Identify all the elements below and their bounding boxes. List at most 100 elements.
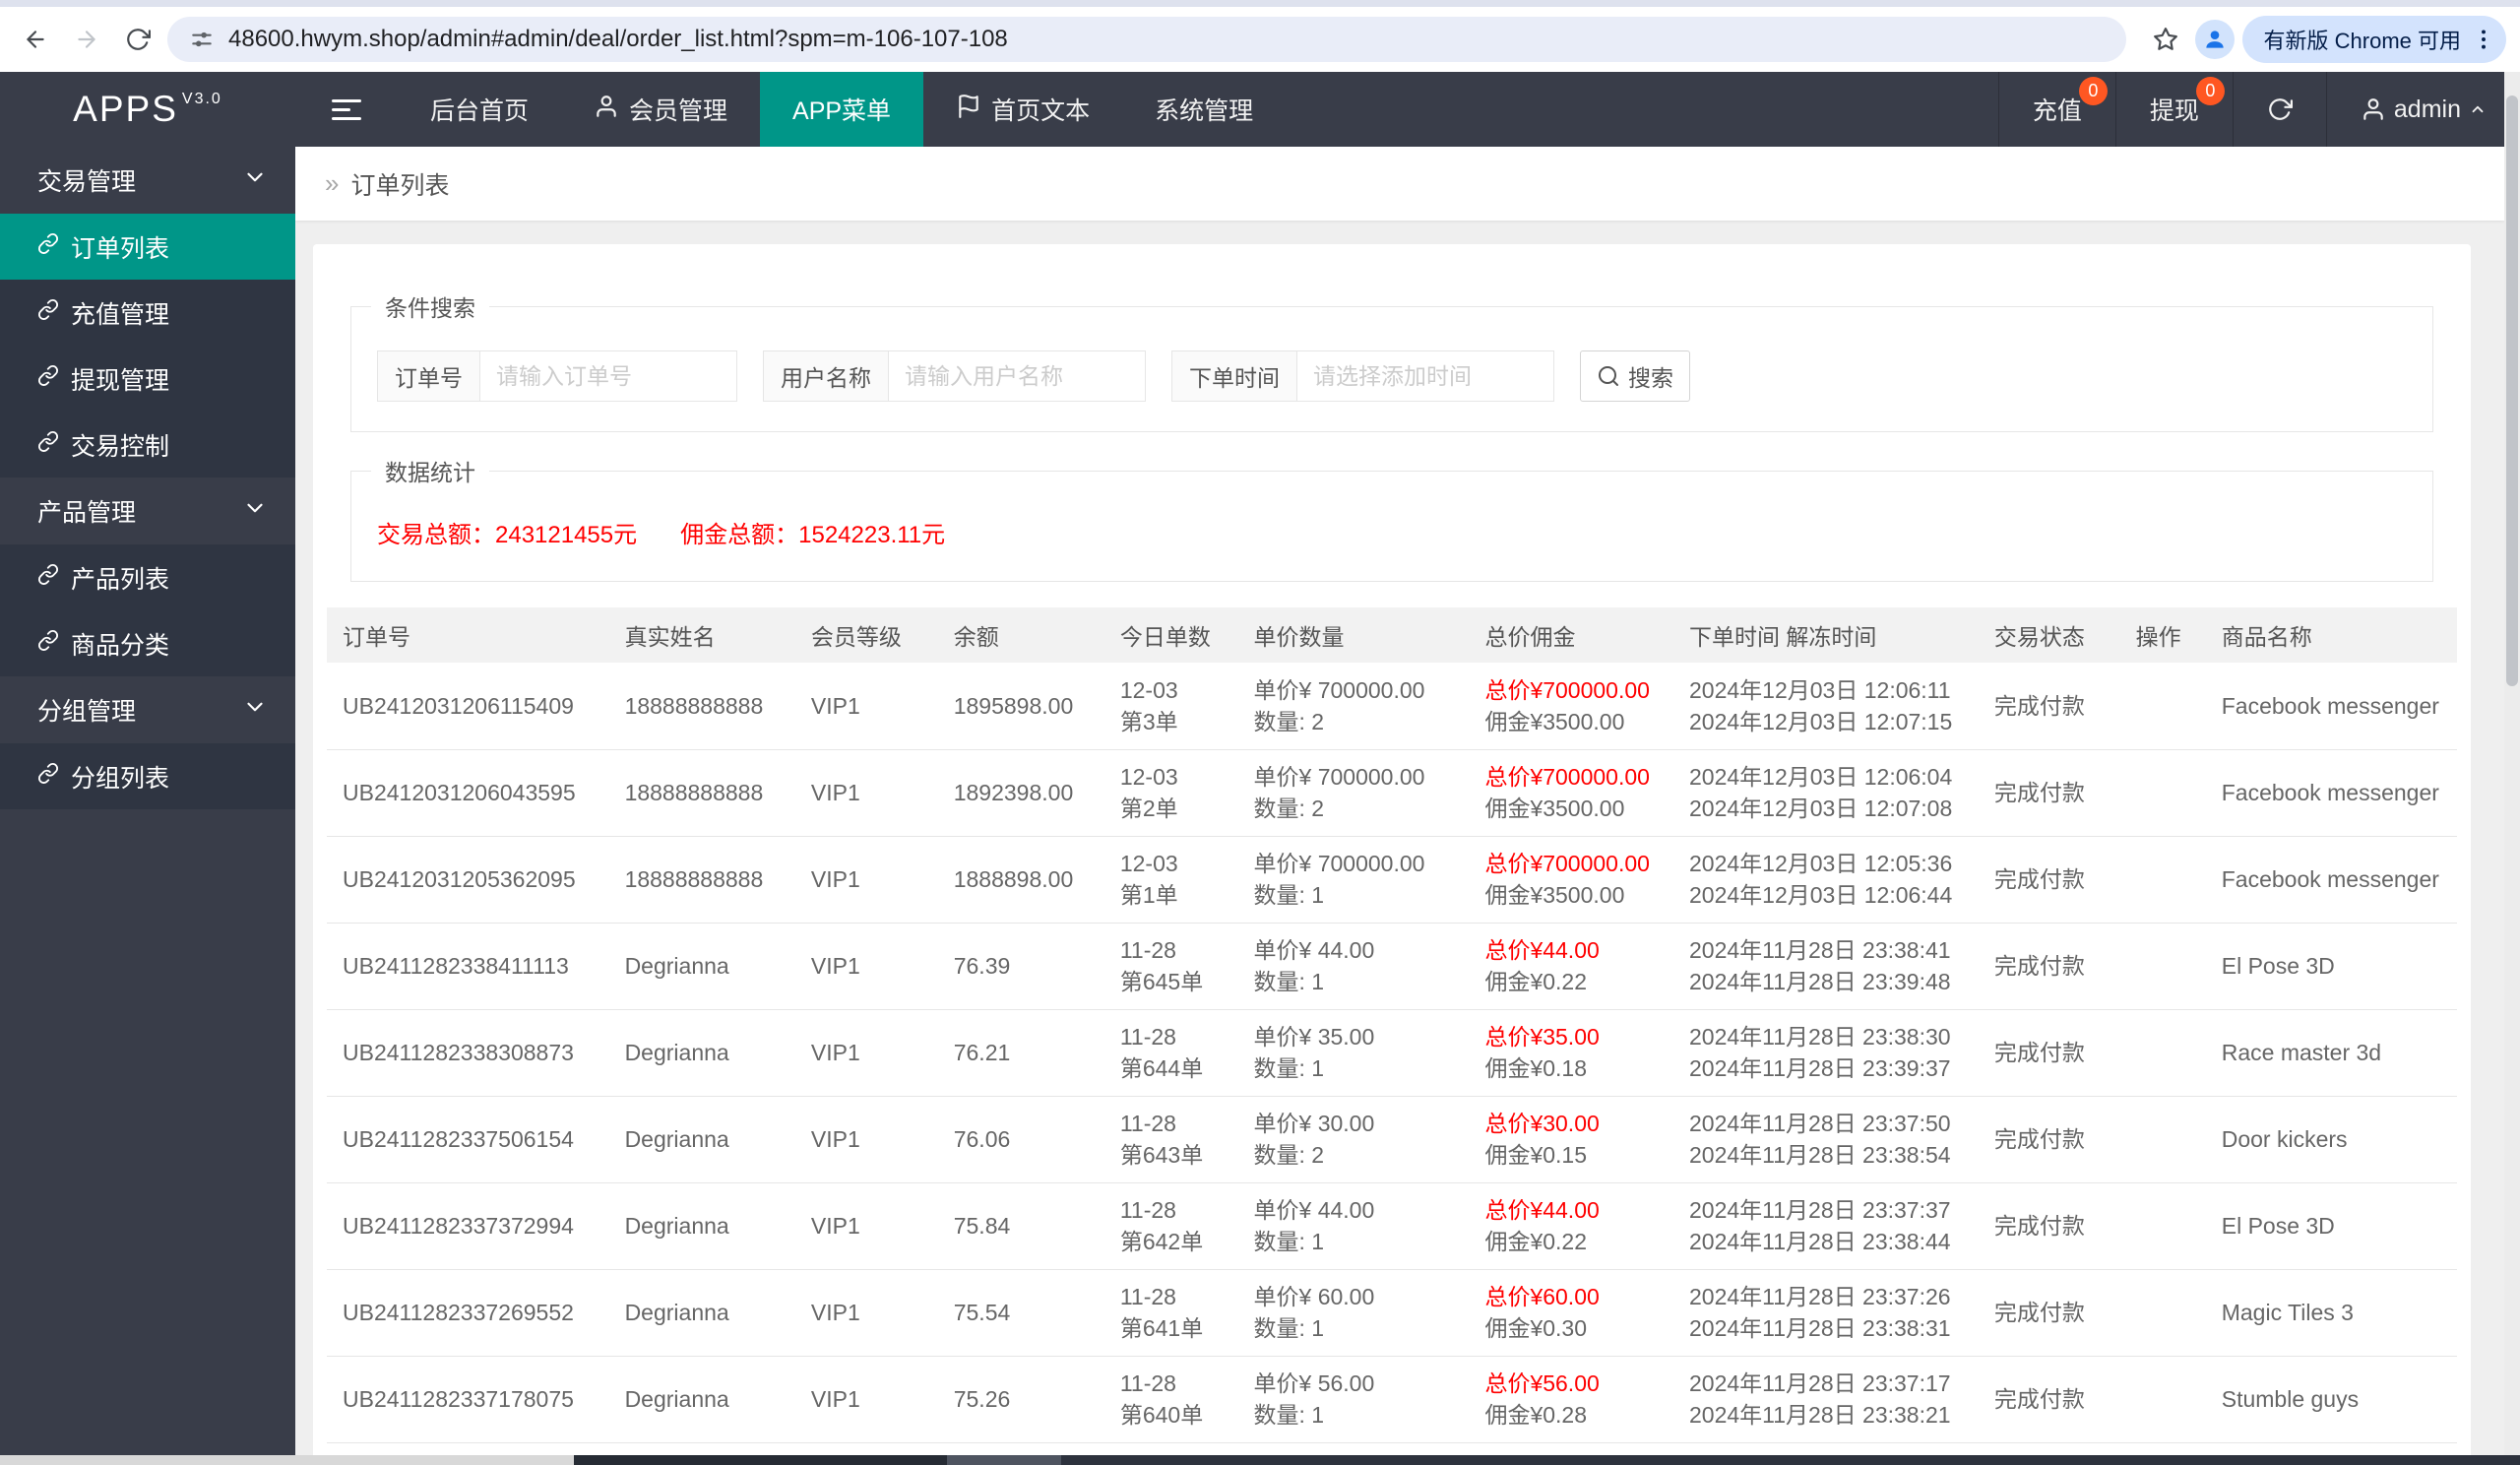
chevron-down-icon <box>242 164 268 197</box>
sidebar-group-分组管理[interactable]: 分组管理 <box>0 676 295 743</box>
h-scrollbar-segment[interactable] <box>947 1455 1061 1465</box>
cell-product: Facebook messenger <box>2205 663 2457 750</box>
browser-menu-dots-icon[interactable] <box>2471 27 2496 52</box>
sidebar-group-交易管理[interactable]: 交易管理 <box>0 147 295 214</box>
search-field-订单号: 订单号 <box>377 350 737 402</box>
column-header: 总价佣金 <box>1469 607 1674 663</box>
sidebar-item-产品列表[interactable]: 产品列表 <box>0 544 295 610</box>
h-scrollbar-thumb[interactable] <box>574 1455 947 1465</box>
cell-price-qty: 单价¥ 700000.00 数量: 2 <box>1237 749 1470 837</box>
nav-item-label: 首页文本 <box>991 97 1091 125</box>
browser-forward-button[interactable] <box>65 18 108 61</box>
app-logo: APPS V3.0 <box>73 89 222 129</box>
table-row: UB2411282337372994 Degrianna VIP1 75.84 11-2… <box>327 1182 2457 1270</box>
sidebar-item-提现管理[interactable]: 提现管理 <box>0 346 295 412</box>
column-header: 真实姓名 <box>608 607 795 663</box>
url-text: 48600.hwym.shop/admin#admin/deal/order_l… <box>228 26 1008 52</box>
nav-item-后台首页[interactable]: 后台首页 <box>398 72 561 147</box>
cell-balance: 1888898.00 <box>937 836 1104 924</box>
cell-times: 2024年12月03日 12:05:36 2024年12月03日 12:06:44 <box>1673 836 1979 924</box>
stats-fieldset: 数据统计 交易总额：243121455元 佣金总额：1524223.11元 <box>350 454 2433 582</box>
page-title: 订单列表 <box>350 171 450 200</box>
cell-vip-level: VIP1 <box>794 1009 938 1097</box>
table-row: UB2411282337178075 Degrianna VIP1 75.26 11-2… <box>327 1356 2457 1443</box>
cell-action <box>2119 836 2206 924</box>
app-logo-version: V3.0 <box>181 91 222 107</box>
withdraw-badge: 0 <box>2195 77 2225 105</box>
cell-times: 2024年11月28日 23:37:17 2024年11月28日 23:38:21 <box>1673 1356 1979 1443</box>
breadcrumb-arrows-icon: » <box>325 168 340 198</box>
link-icon <box>37 563 59 592</box>
nav-item-会员管理[interactable]: 会员管理 <box>561 72 760 147</box>
bookmark-star-icon[interactable] <box>2144 18 2187 61</box>
nav-item-label: 会员管理 <box>629 97 728 125</box>
link-icon <box>37 298 59 327</box>
chrome-update-chip[interactable]: 有新版 Chrome 可用 <box>2241 16 2506 63</box>
sidebar-item-分组列表[interactable]: 分组列表 <box>0 743 295 809</box>
cell-total-comm: 总价¥44.00 佣金¥0.22 <box>1469 1182 1674 1270</box>
browser-profile-avatar[interactable] <box>2194 20 2235 59</box>
table-row: UB2411282338411113 Degrianna VIP1 76.39 11-2… <box>327 923 2457 1010</box>
nav-item-系统管理[interactable]: 系统管理 <box>1122 72 1286 147</box>
sidebar-item-交易控制[interactable]: 交易控制 <box>0 412 295 478</box>
sidebar-item-商品分类[interactable]: 商品分类 <box>0 610 295 676</box>
horizontal-scrollbar[interactable] <box>0 1455 2520 1465</box>
cell-real-name: Degrianna <box>608 1009 795 1097</box>
field-input-订单号[interactable] <box>480 351 736 401</box>
field-input-下单时间[interactable] <box>1297 351 1553 401</box>
cell-real-name: Degrianna <box>608 1096 795 1183</box>
search-button[interactable]: 搜索 <box>1580 350 1690 402</box>
column-header: 余额 <box>937 607 1104 663</box>
cell-real-name: Degrianna <box>608 1442 795 1455</box>
sidebar-group-产品管理[interactable]: 产品管理 <box>0 478 295 544</box>
vertical-scrollbar[interactable] <box>2504 72 2520 1455</box>
nav-recharge[interactable]: 充值 0 <box>1997 72 2115 147</box>
h-scrollbar-track-dark[interactable] <box>1061 1455 2520 1465</box>
cell-action <box>2119 749 2206 837</box>
chevron-down-icon <box>242 694 268 727</box>
cell-total-comm: 总价¥60.00 佣金¥0.30 <box>1469 1269 1674 1357</box>
browser-back-button[interactable] <box>14 18 57 61</box>
h-scrollbar-track[interactable] <box>0 1455 574 1465</box>
sidebar-item-label: 分组列表 <box>71 764 170 793</box>
cell-day-count: 11-28 第640单 <box>1103 1356 1238 1443</box>
sidebar-item-充值管理[interactable]: 充值管理 <box>0 280 295 346</box>
sidebar-item-订单列表[interactable]: 订单列表 <box>0 214 295 280</box>
cell-status: 完成付款 <box>1978 1269 2120 1357</box>
cell-balance: 1892398.00 <box>937 749 1104 837</box>
total-trade-amount: 交易总额：243121455元 <box>377 522 638 548</box>
cell-product: Race master 3d <box>2205 1009 2457 1097</box>
browser-reload-button[interactable] <box>116 18 159 61</box>
cell-vip-level: VIP1 <box>794 1182 938 1270</box>
cell-real-name: Degrianna <box>608 1356 795 1443</box>
cell-price-qty: 单价¥ 30.00 数量: 2 <box>1237 1096 1470 1183</box>
sidebar-collapse-icon[interactable] <box>295 72 398 147</box>
chevron-down-icon <box>242 495 268 528</box>
nav-item-首页文本[interactable]: 首页文本 <box>923 72 1122 147</box>
breadcrumb: » 订单列表 <box>295 147 2504 221</box>
sidebar-item-label: 充值管理 <box>71 300 170 329</box>
vertical-scrollbar-thumb[interactable] <box>2506 96 2518 686</box>
field-input-用户名称[interactable] <box>889 351 1145 401</box>
cell-day-count: 11-28 第642单 <box>1103 1182 1238 1270</box>
nav-refresh-button[interactable] <box>2232 72 2326 147</box>
cell-action <box>2119 1442 2206 1455</box>
nav-item-APP菜单[interactable]: APP菜单 <box>760 72 924 147</box>
top-navbar: APPS V3.0 后台首页 会员管理 APP菜单 首页文本 系统管理 充值 0 提现 0… <box>0 72 2520 147</box>
chrome-update-label: 有新版 Chrome 可用 <box>2263 29 2461 53</box>
nav-withdraw[interactable]: 提现 0 <box>2114 72 2233 147</box>
user-icon <box>2361 96 2386 122</box>
nav-user-menu[interactable]: admin <box>2325 72 2520 147</box>
cell-price-qty: 单价¥ 44.00 数量: 1 <box>1237 923 1470 1010</box>
order-table: 订单号 真实姓名 会员等级 余额 今日单数 单价数量 总价佣金 下单时间 解冻时间 交易状态 操作… <box>327 607 2457 1455</box>
site-settings-icon[interactable] <box>189 27 215 52</box>
cell-status: 完成付款 <box>1978 663 2120 750</box>
nav-username: admin <box>2393 95 2461 123</box>
column-header: 今日单数 <box>1103 607 1238 663</box>
content-panel: 条件搜索 订单号 用户名称 下单时间 搜索 数据统计 交易总额：243121455元… <box>313 244 2471 1455</box>
sidebar-group-label: 交易管理 <box>37 168 137 196</box>
user-icon <box>594 94 619 126</box>
address-bar[interactable]: 48600.hwym.shop/admin#admin/deal/order_l… <box>167 17 2126 62</box>
